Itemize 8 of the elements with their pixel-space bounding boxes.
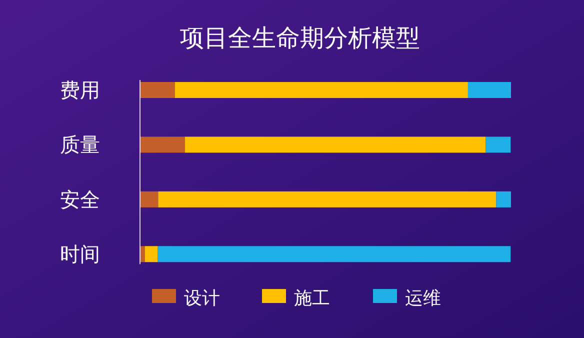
legend-label: 施工 [294,288,330,309]
y-tick-label: 时间 [60,242,100,266]
y-tick-label: 质量 [60,132,100,157]
chart-title: 项目全生命期分析模型 [180,24,420,52]
y-tick-label: 费用 [60,78,100,102]
legend-label: 设计 [184,288,220,309]
legend-label: 运维 [405,288,441,309]
y-tick-label: 安全 [60,187,100,212]
